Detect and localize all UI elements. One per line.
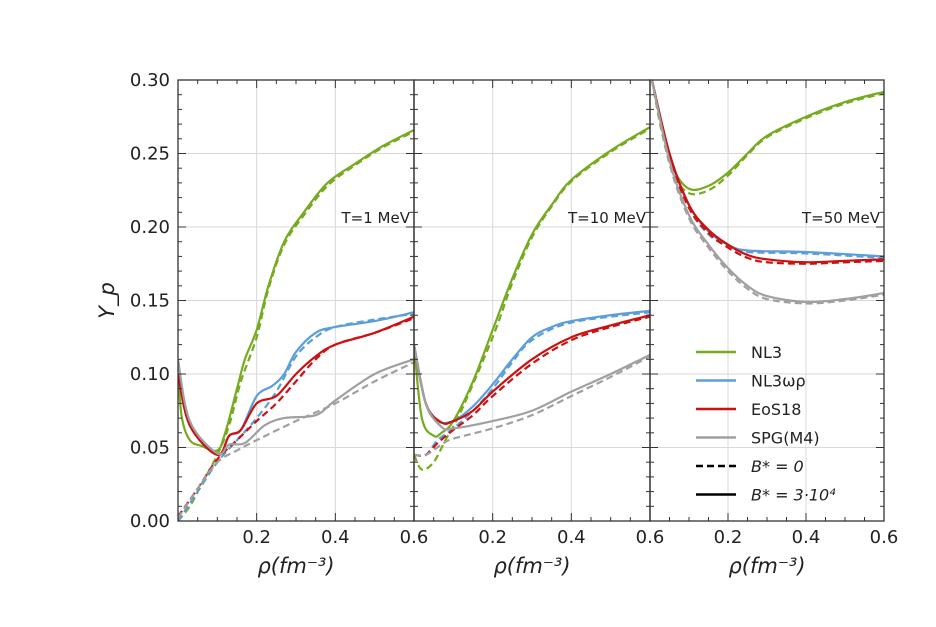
y-tick-label: 0.00 [130,511,170,532]
series-spg-dashed [414,355,650,457]
temperature-annotation: T=10 MeV [567,209,647,227]
legend-label: B* = 3·10⁴ [751,486,836,505]
x-tick-label: 0.4 [321,527,350,548]
series-nl3-dashed [178,130,414,521]
legend-label: SPG(M4) [751,429,820,448]
y-tick-label: 0.20 [130,217,170,238]
series-eos18-solid [178,315,414,456]
x-tick-label: 0.4 [792,527,821,548]
x-tick-label: 0.4 [557,527,586,548]
series-spg-solid [650,80,884,304]
panel-series [650,80,884,305]
panel-series [178,129,414,521]
series-eos18-solid [414,314,650,425]
legend-label: B* = 0 [751,457,804,476]
series-nl3wr-dashed [414,311,650,458]
x-axis-label: ρ(fm⁻³) [728,554,805,578]
series-nl3-solid [178,129,414,453]
temperature-annotation: T=50 MeV [801,209,881,227]
x-tick-label: 0.6 [870,527,899,548]
y-axis-label: Y_p [95,282,120,319]
legend-label: EoS18 [751,400,801,419]
x-axis-label: ρ(fm⁻³) [493,554,570,578]
y-tick-label: 0.15 [130,291,170,312]
y-tick-label: 0.30 [130,70,170,91]
x-tick-label: 0.2 [478,527,507,548]
panel-series [414,126,650,471]
x-tick-label: 0.6 [636,527,665,548]
series-nl3-solid [414,126,650,438]
temperature-annotation: T=1 MeV [341,209,411,227]
x-tick-label: 0.6 [400,527,429,548]
legend-label: NL3ωρ [751,372,806,391]
series-spg-solid [414,344,650,431]
series-spg-solid [178,358,414,456]
series-eos18-solid [650,80,884,264]
series-nl3-solid [650,80,884,192]
series-eos18-dashed [650,80,884,265]
y-tick-label: 0.25 [130,144,170,165]
series-nl3-dashed [650,80,884,196]
legend-label: NL3 [751,343,782,362]
series-spg-dashed [650,80,884,305]
x-tick-label: 0.2 [714,527,743,548]
series-nl3wr-solid [178,311,414,456]
series-nl3wr-dashed [650,80,884,259]
series-nl3-dashed [414,127,650,471]
x-tick-label: 0.2 [242,527,271,548]
y-tick-label: 0.10 [130,364,170,385]
series-nl3wr-solid [414,309,650,425]
series-nl3wr-solid [650,80,884,258]
y-tick-label: 0.05 [130,438,170,459]
series-spg-dashed [178,361,414,519]
x-axis-label: ρ(fm⁻³) [257,554,334,578]
